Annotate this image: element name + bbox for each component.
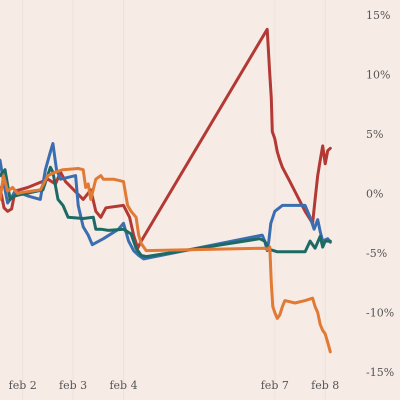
series-line-2 xyxy=(0,142,332,261)
x-tick-label: feb 7 xyxy=(261,379,289,392)
series-line-4 xyxy=(0,167,332,354)
x-tick-label: feb 2 xyxy=(9,379,37,392)
x-tick-label: feb 4 xyxy=(109,379,137,392)
y-tick-label: -15% xyxy=(366,366,394,379)
y-tick-label: 0% xyxy=(366,188,383,201)
y-tick-label: -10% xyxy=(366,307,394,320)
y-tick-label: 10% xyxy=(366,69,390,82)
y-tick-label: 5% xyxy=(366,128,383,141)
x-tick-label: feb 8 xyxy=(311,379,339,392)
grid xyxy=(22,0,326,400)
x-axis: feb 2 feb 3 feb 4 feb 7 feb 8 xyxy=(9,379,340,392)
y-tick-label: 15% xyxy=(366,9,390,22)
series-group xyxy=(0,27,332,354)
y-tick-label: -5% xyxy=(366,247,387,260)
x-tick-label: feb 3 xyxy=(59,379,87,392)
series-line-1 xyxy=(0,27,332,250)
y-axis: 15% 10% 5% 0% -5% -10% -15% xyxy=(366,9,394,379)
